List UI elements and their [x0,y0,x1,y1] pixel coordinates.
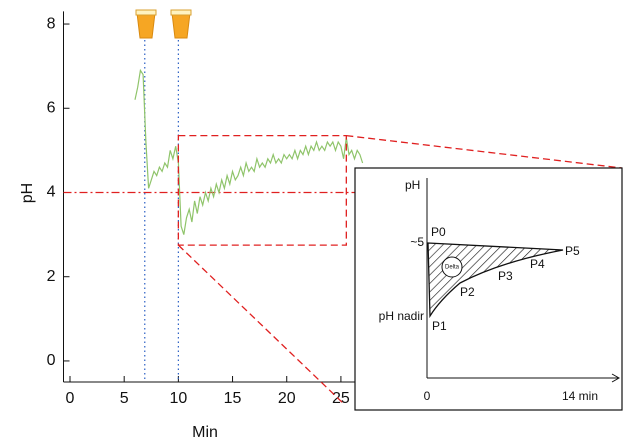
inset-label: P3 [498,269,513,283]
inset-label: 14 min [562,389,598,403]
y-tick-label: 4 [47,184,56,201]
y-tick-label: 6 [47,99,56,116]
inset-label: ~5 [410,235,424,249]
arrow [611,373,621,383]
y-tick-label: 8 [47,15,56,32]
zoom-connector [177,244,346,406]
inset-label: P4 [530,257,545,271]
inset-frame [354,167,623,411]
hatched-area [427,242,564,319]
inset-label: 0 [424,389,431,403]
x-tick-label: 10 [169,390,187,407]
x-tick-label: 0 [66,390,75,407]
zoom-connector [346,134,623,169]
y-axis-label: pH [19,183,36,203]
x-tick-label: 20 [278,390,296,407]
x-tick-label: 25 [332,390,350,407]
inset-label: P2 [460,285,475,299]
x-axis-label: Min [192,424,218,441]
inset-label: P0 [431,225,446,239]
inset-label: P1 [432,319,447,333]
zoom-box [177,134,347,246]
inset-label: P5 [565,244,580,258]
juice-icon [135,9,157,39]
x-tick-label: 15 [224,390,242,407]
inset-label: Delta [445,265,460,271]
inset: pH ~5 pH nadir 0 14 min P0 P1 P2 P3 P4 P5 Delta [354,167,623,411]
y-tick-label: 2 [47,268,56,285]
ph-line [134,68,364,235]
x-tick-label: 5 [120,390,129,407]
delta-circle [441,256,463,278]
inset-label: pH [405,178,420,192]
y-tick-label: 0 [47,352,56,369]
inset-label: pH nadir [379,309,424,323]
juice-icon [170,9,192,39]
